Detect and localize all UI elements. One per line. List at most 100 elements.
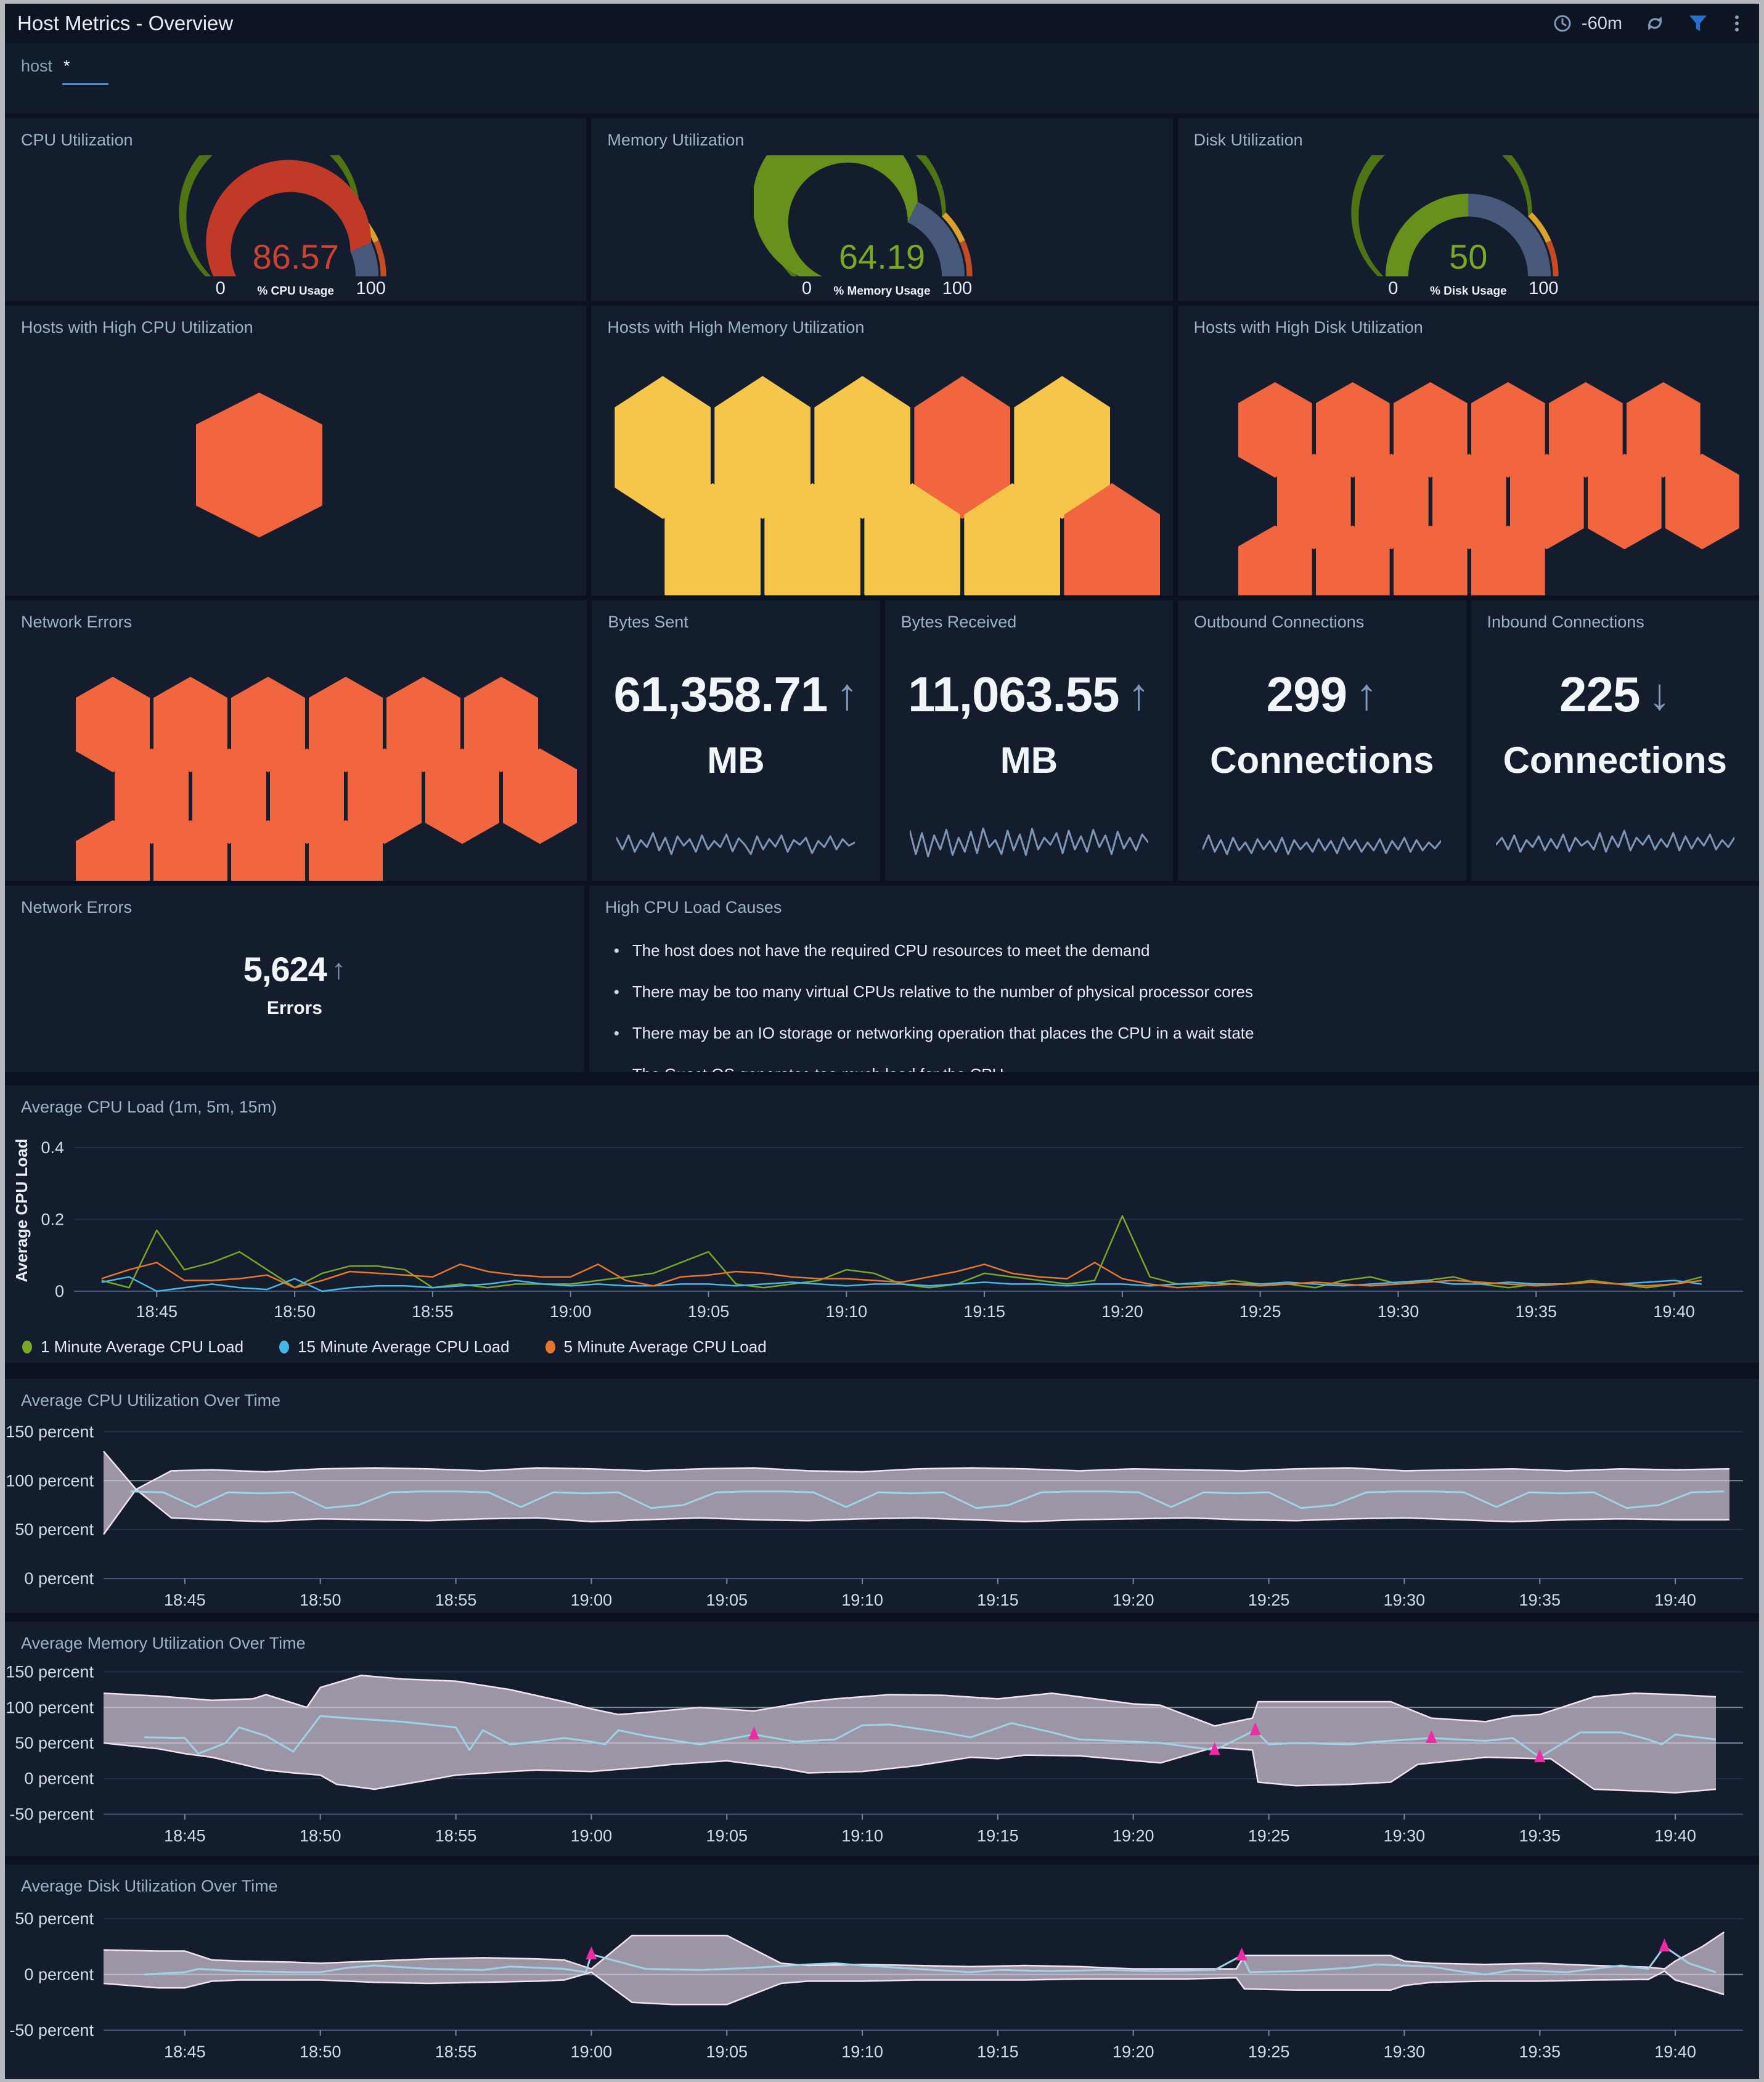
svg-text:50 percent: 50 percent <box>15 1734 94 1752</box>
host-hexagon[interactable] <box>153 677 227 772</box>
cause-item: The Guest OS generates too much load for… <box>614 1065 1759 1072</box>
svg-text:18:55: 18:55 <box>435 1591 477 1609</box>
host-hexagon[interactable] <box>1471 382 1545 478</box>
panel-title: Hosts with High Disk Utilization <box>1193 318 1423 337</box>
clock-icon[interactable] <box>1552 13 1573 34</box>
cpu-load-chart[interactable]: 0 0.2 0.4 18:45 18:50 18:55 19:00 19:05 19:10 19:… <box>5 1120 1759 1328</box>
panel-average-cpu-utilization: Average CPU Utilization Over Time 150 pe… <box>5 1379 1759 1613</box>
svg-text:19:15: 19:15 <box>963 1302 1005 1321</box>
host-hexagon[interactable] <box>1626 382 1701 478</box>
svg-text:19:20: 19:20 <box>1113 1826 1154 1845</box>
panel-average-memory-utilization: Average Memory Utilization Over Time 150… <box>5 1622 1759 1856</box>
svg-text:19:40: 19:40 <box>1654 2043 1696 2061</box>
panel-title: Network Errors <box>21 898 133 916</box>
svg-text:19:35: 19:35 <box>1519 2043 1561 2061</box>
svg-text:19:00: 19:00 <box>550 1302 592 1321</box>
filter-value-input[interactable]: * <box>62 57 108 85</box>
svg-text:0 percent: 0 percent <box>24 1770 94 1788</box>
host-hexagon[interactable] <box>503 748 577 844</box>
panel-hosts-high-memory: Hosts with High Memory Utilization <box>591 306 1173 595</box>
svg-text:19:10: 19:10 <box>841 1826 883 1845</box>
legend-label: 1 Minute Average CPU Load <box>41 1337 244 1356</box>
host-hexagon[interactable] <box>1665 454 1739 550</box>
panel-disk-utilization: Disk Utilization 50 0 100 % Disk Usage <box>1177 118 1759 301</box>
svg-text:18:45: 18:45 <box>164 1826 206 1845</box>
svg-text:19:35: 19:35 <box>1519 1591 1561 1609</box>
svg-text:19:10: 19:10 <box>841 2043 883 2061</box>
svg-text:18:55: 18:55 <box>412 1302 454 1321</box>
panel-title: Memory Utilization <box>607 131 745 149</box>
svg-text:0 percent: 0 percent <box>24 1966 94 1984</box>
svg-text:19:10: 19:10 <box>841 1591 883 1609</box>
host-hexagon[interactable] <box>1587 454 1662 550</box>
host-hexagon[interactable] <box>231 677 305 772</box>
cause-item: The host does not have the required CPU … <box>614 941 1759 960</box>
svg-text:18:55: 18:55 <box>435 2043 477 2061</box>
panel-average-cpu-load: Average CPU Load (1m, 5m, 15m) 0 0.2 0.4 18… <box>5 1085 1759 1363</box>
host-hexagon[interactable] <box>270 748 344 844</box>
host-hexagon[interactable] <box>1509 454 1584 550</box>
gauge-max-label: 100 <box>942 279 973 298</box>
trend-arrow-icon: ↑ <box>1127 670 1150 719</box>
svg-text:18:50: 18:50 <box>300 2043 341 2061</box>
svg-text:18:50: 18:50 <box>300 1591 341 1609</box>
host-hexagon[interactable] <box>425 748 499 844</box>
host-hexagon[interactable] <box>348 748 422 844</box>
host-hexagon[interactable] <box>196 393 322 537</box>
svg-text:19:05: 19:05 <box>706 2043 748 2061</box>
host-hexagon[interactable] <box>464 677 538 772</box>
filter-icon[interactable] <box>1688 13 1709 34</box>
svg-text:19:15: 19:15 <box>977 2043 1019 2061</box>
panel-hosts-high-disk: Hosts with High Disk Utilization <box>1177 306 1759 595</box>
gauge-arc <box>752 119 1010 282</box>
host-hexagon[interactable] <box>76 677 150 772</box>
panel-outbound-connections: Outbound Connections 299 ↑ Connections <box>1178 600 1466 881</box>
legend-item[interactable]: 5 Minute Average CPU Load <box>545 1337 767 1357</box>
svg-text:18:45: 18:45 <box>136 1302 178 1321</box>
svg-text:19:30: 19:30 <box>1378 1302 1419 1321</box>
refresh-icon[interactable] <box>1644 13 1665 34</box>
host-hexagon[interactable] <box>1432 454 1506 550</box>
hexbin-grid <box>591 340 1172 595</box>
svg-text:19:40: 19:40 <box>1654 1591 1696 1609</box>
disk-utilization-chart[interactable]: 50 percent 0 percent -50 percent 18:45 18:50… <box>5 1899 1759 2079</box>
svg-text:18:45: 18:45 <box>164 2043 206 2061</box>
panel-memory-utilization: Memory Utilization 64.19 0 100 % Memory … <box>591 118 1173 301</box>
host-hexagon[interactable] <box>1276 454 1351 550</box>
svg-text:19:20: 19:20 <box>1113 1591 1154 1609</box>
host-hexagon[interactable] <box>1548 382 1623 478</box>
gauge-min-label: 0 <box>1388 279 1399 298</box>
host-hexagon[interactable] <box>1315 382 1390 478</box>
host-hexagon[interactable] <box>115 748 189 844</box>
svg-text:19:15: 19:15 <box>977 1591 1019 1609</box>
svg-text:19:35: 19:35 <box>1519 1826 1561 1845</box>
hexbin-grid <box>5 340 586 595</box>
svg-text:-50 percent: -50 percent <box>9 2021 94 2039</box>
host-hexagon[interactable] <box>1354 454 1429 550</box>
gauge-unit-label: % Disk Usage <box>1430 285 1507 298</box>
gauge-arc <box>1340 121 1596 282</box>
metric-unit: MB <box>1000 740 1058 781</box>
host-hexagon[interactable] <box>192 748 266 844</box>
kebab-menu-icon[interactable] <box>1731 13 1743 34</box>
cpu-utilization-chart[interactable]: 150 percent 100 percent 50 percent 0 percen… <box>5 1413 1759 1613</box>
gauge-value: 64.19 <box>838 237 926 276</box>
time-range-label[interactable]: -60m <box>1581 13 1622 33</box>
host-hexagon[interactable] <box>1393 382 1468 478</box>
svg-text:19:20: 19:20 <box>1101 1302 1143 1321</box>
legend-item[interactable]: 15 Minute Average CPU Load <box>279 1337 510 1357</box>
host-hexagon[interactable] <box>386 677 460 772</box>
svg-text:18:50: 18:50 <box>274 1302 316 1321</box>
hexbin-grid <box>5 635 587 881</box>
panel-title: Outbound Connections <box>1194 613 1365 631</box>
metric-unit: Connections <box>1503 740 1727 781</box>
legend-item[interactable]: 1 Minute Average CPU Load <box>22 1337 243 1357</box>
cause-item: There may be an IO storage or networking… <box>614 1024 1759 1043</box>
memory-utilization-chart[interactable]: 150 percent 100 percent 50 percent 0 percen… <box>5 1656 1759 1856</box>
gauge-max-label: 100 <box>356 279 386 298</box>
svg-text:19:30: 19:30 <box>1384 1591 1426 1609</box>
svg-text:19:30: 19:30 <box>1384 2043 1426 2061</box>
host-hexagon[interactable] <box>309 677 383 772</box>
host-hexagon[interactable] <box>1238 382 1312 478</box>
svg-text:19:25: 19:25 <box>1248 1826 1290 1845</box>
